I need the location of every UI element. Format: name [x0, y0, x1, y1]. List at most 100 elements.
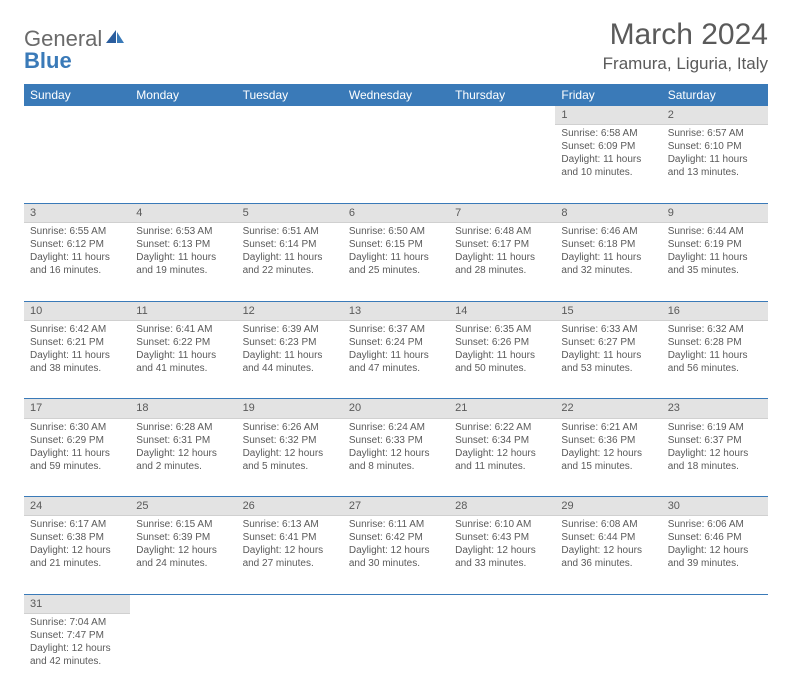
daylight-text: Daylight: 12 hours and 11 minutes. [455, 447, 549, 473]
daylight-text: Daylight: 11 hours and 35 minutes. [668, 251, 762, 277]
sunrise-text: Sunrise: 7:04 AM [30, 616, 124, 629]
daylight-text: Daylight: 12 hours and 15 minutes. [561, 447, 655, 473]
sunset-text: Sunset: 6:29 PM [30, 434, 124, 447]
day-number: 9 [662, 204, 768, 223]
sunset-text: Sunset: 6:43 PM [455, 531, 549, 544]
day-cell: Sunrise: 6:37 AMSunset: 6:24 PMDaylight:… [343, 321, 449, 379]
sunset-text: Sunset: 6:37 PM [668, 434, 762, 447]
daylight-text: Daylight: 11 hours and 19 minutes. [136, 251, 230, 277]
day-number: 17 [24, 399, 130, 418]
day-number: 20 [343, 399, 449, 418]
sunrise-text: Sunrise: 6:57 AM [668, 127, 762, 140]
sunset-text: Sunset: 6:17 PM [455, 238, 549, 251]
sunrise-text: Sunrise: 6:39 AM [243, 323, 337, 336]
day-cell: Sunrise: 6:13 AMSunset: 6:41 PMDaylight:… [237, 516, 343, 574]
day-cell: Sunrise: 6:51 AMSunset: 6:14 PMDaylight:… [237, 223, 343, 281]
sunrise-text: Sunrise: 6:28 AM [136, 421, 230, 434]
sunrise-text: Sunrise: 6:35 AM [455, 323, 549, 336]
day-header: Sunday [24, 84, 130, 106]
daylight-text: Daylight: 11 hours and 32 minutes. [561, 251, 655, 277]
day-cell: Sunrise: 6:50 AMSunset: 6:15 PMDaylight:… [343, 223, 449, 281]
daylight-text: Daylight: 12 hours and 5 minutes. [243, 447, 337, 473]
sunset-text: Sunset: 7:47 PM [30, 629, 124, 642]
day-header: Wednesday [343, 84, 449, 106]
logo-text-blue: Blue [24, 48, 72, 74]
sunrise-text: Sunrise: 6:37 AM [349, 323, 443, 336]
sunset-text: Sunset: 6:23 PM [243, 336, 337, 349]
sunrise-text: Sunrise: 6:19 AM [668, 421, 762, 434]
day-cell: Sunrise: 6:30 AMSunset: 6:29 PMDaylight:… [24, 419, 130, 477]
day-number: 24 [24, 497, 130, 516]
sunset-text: Sunset: 6:09 PM [561, 140, 655, 153]
day-header: Saturday [662, 84, 768, 106]
day-number: 14 [449, 302, 555, 321]
sunrise-text: Sunrise: 6:11 AM [349, 518, 443, 531]
sunrise-text: Sunrise: 6:53 AM [136, 225, 230, 238]
sunset-text: Sunset: 6:32 PM [243, 434, 337, 447]
day-cell: Sunrise: 6:46 AMSunset: 6:18 PMDaylight:… [555, 223, 661, 281]
daylight-text: Daylight: 12 hours and 2 minutes. [136, 447, 230, 473]
day-cell: Sunrise: 6:44 AMSunset: 6:19 PMDaylight:… [662, 223, 768, 281]
day-header: Friday [555, 84, 661, 106]
day-cell: Sunrise: 6:53 AMSunset: 6:13 PMDaylight:… [130, 223, 236, 281]
sunset-text: Sunset: 6:46 PM [668, 531, 762, 544]
day-number: 26 [237, 497, 343, 516]
sunrise-text: Sunrise: 6:21 AM [561, 421, 655, 434]
sunrise-text: Sunrise: 6:24 AM [349, 421, 443, 434]
daylight-text: Daylight: 11 hours and 44 minutes. [243, 349, 337, 375]
sunrise-text: Sunrise: 6:44 AM [668, 225, 762, 238]
day-cell: Sunrise: 6:55 AMSunset: 6:12 PMDaylight:… [24, 223, 130, 281]
day-number: 21 [449, 399, 555, 418]
sunset-text: Sunset: 6:24 PM [349, 336, 443, 349]
daylight-text: Daylight: 12 hours and 24 minutes. [136, 544, 230, 570]
daylight-text: Daylight: 12 hours and 18 minutes. [668, 447, 762, 473]
daylight-text: Daylight: 11 hours and 47 minutes. [349, 349, 443, 375]
day-cell: Sunrise: 7:04 AMSunset: 7:47 PMDaylight:… [24, 614, 130, 672]
calendar-body: 12Sunrise: 6:58 AMSunset: 6:09 PMDayligh… [24, 106, 768, 692]
daylight-text: Daylight: 11 hours and 25 minutes. [349, 251, 443, 277]
sunset-text: Sunset: 6:42 PM [349, 531, 443, 544]
day-cell: Sunrise: 6:28 AMSunset: 6:31 PMDaylight:… [130, 419, 236, 477]
daylight-text: Daylight: 11 hours and 41 minutes. [136, 349, 230, 375]
daylight-text: Daylight: 12 hours and 33 minutes. [455, 544, 549, 570]
location: Framura, Liguria, Italy [603, 54, 768, 74]
day-number: 27 [343, 497, 449, 516]
day-cell: Sunrise: 6:10 AMSunset: 6:43 PMDaylight:… [449, 516, 555, 574]
day-cell: Sunrise: 6:58 AMSunset: 6:09 PMDaylight:… [555, 125, 661, 183]
day-cell: Sunrise: 6:08 AMSunset: 6:44 PMDaylight:… [555, 516, 661, 574]
day-number: 3 [24, 204, 130, 223]
day-cell: Sunrise: 6:11 AMSunset: 6:42 PMDaylight:… [343, 516, 449, 574]
sunset-text: Sunset: 6:28 PM [668, 336, 762, 349]
calendar-head: SundayMondayTuesdayWednesdayThursdayFrid… [24, 84, 768, 106]
sunset-text: Sunset: 6:41 PM [243, 531, 337, 544]
day-number: 28 [449, 497, 555, 516]
day-number: 25 [130, 497, 236, 516]
day-cell: Sunrise: 6:21 AMSunset: 6:36 PMDaylight:… [555, 419, 661, 477]
logo-sail-icon [104, 26, 126, 52]
day-cell: Sunrise: 6:35 AMSunset: 6:26 PMDaylight:… [449, 321, 555, 379]
sunrise-text: Sunrise: 6:33 AM [561, 323, 655, 336]
daylight-text: Daylight: 11 hours and 13 minutes. [668, 153, 762, 179]
sunrise-text: Sunrise: 6:32 AM [668, 323, 762, 336]
day-number: 5 [237, 204, 343, 223]
day-number: 4 [130, 204, 236, 223]
sunset-text: Sunset: 6:21 PM [30, 336, 124, 349]
day-cell: Sunrise: 6:15 AMSunset: 6:39 PMDaylight:… [130, 516, 236, 574]
sunset-text: Sunset: 6:36 PM [561, 434, 655, 447]
day-number: 2 [662, 106, 768, 125]
day-header: Tuesday [237, 84, 343, 106]
day-cell: Sunrise: 6:19 AMSunset: 6:37 PMDaylight:… [662, 419, 768, 477]
day-cell: Sunrise: 6:17 AMSunset: 6:38 PMDaylight:… [24, 516, 130, 574]
sunrise-text: Sunrise: 6:17 AM [30, 518, 124, 531]
title-block: March 2024 Framura, Liguria, Italy [603, 18, 768, 74]
day-number: 23 [662, 399, 768, 418]
daylight-text: Daylight: 11 hours and 50 minutes. [455, 349, 549, 375]
daylight-text: Daylight: 12 hours and 21 minutes. [30, 544, 124, 570]
sunset-text: Sunset: 6:27 PM [561, 336, 655, 349]
day-number: 22 [555, 399, 661, 418]
sunset-text: Sunset: 6:33 PM [349, 434, 443, 447]
daylight-text: Daylight: 11 hours and 56 minutes. [668, 349, 762, 375]
daylight-text: Daylight: 12 hours and 39 minutes. [668, 544, 762, 570]
sunrise-text: Sunrise: 6:50 AM [349, 225, 443, 238]
sunrise-text: Sunrise: 6:51 AM [243, 225, 337, 238]
